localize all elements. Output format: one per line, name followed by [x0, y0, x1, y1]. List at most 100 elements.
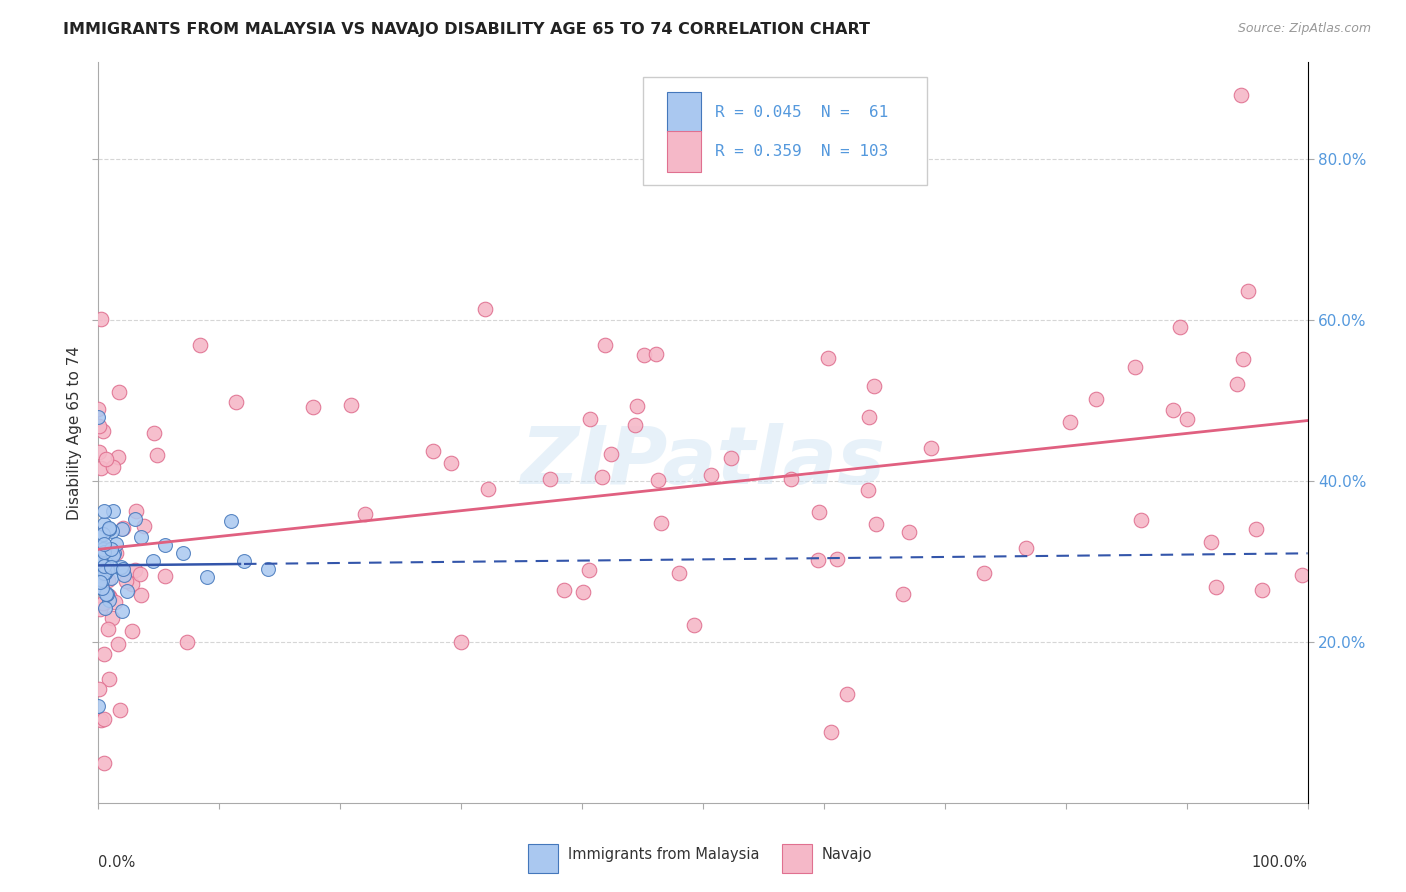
Point: [90, 460, 112, 475]
Point: [90, 550, 112, 565]
Point: [129, 588, 152, 602]
Point: [103, 546, 125, 560]
Point: [807, 504, 830, 518]
Point: [591, 469, 613, 483]
FancyBboxPatch shape: [643, 78, 927, 185]
Point: [820, 724, 842, 739]
Point: [94, 566, 117, 580]
Point: [973, 566, 995, 581]
Bar: [666, 131, 700, 171]
Point: [1130, 513, 1153, 527]
Point: [595, 338, 617, 352]
Point: [553, 583, 575, 598]
Point: [195, 570, 218, 584]
Point: [1123, 360, 1146, 375]
Point: [94, 556, 117, 570]
Bar: [666, 92, 700, 132]
Point: [188, 338, 211, 352]
Point: [477, 482, 499, 496]
Point: [103, 595, 125, 609]
Point: [172, 546, 194, 560]
Point: [87, 402, 110, 417]
Point: [89, 574, 111, 589]
Point: [94, 541, 117, 555]
Point: [650, 516, 672, 530]
Text: Immigrants from Malaysia: Immigrants from Malaysia: [568, 847, 759, 863]
Point: [129, 566, 152, 581]
Point: [96, 587, 118, 601]
Point: [93, 552, 115, 566]
Point: [121, 577, 143, 591]
Point: [93, 566, 115, 580]
Text: R = 0.045  N =  61: R = 0.045 N = 61: [716, 104, 889, 120]
Point: [865, 516, 887, 531]
Point: [897, 524, 920, 539]
Point: [125, 504, 148, 518]
Point: [93, 545, 115, 559]
Point: [112, 567, 135, 582]
Point: [837, 687, 859, 701]
Text: Navajo: Navajo: [821, 847, 872, 863]
Point: [132, 519, 155, 533]
Point: [422, 444, 444, 458]
Point: [110, 560, 132, 574]
Point: [87, 682, 110, 697]
Point: [538, 473, 561, 487]
Point: [891, 587, 914, 601]
Point: [450, 635, 472, 649]
Text: 100.0%: 100.0%: [1251, 855, 1308, 870]
Point: [98, 591, 121, 605]
Point: [96, 563, 118, 577]
Point: [101, 504, 124, 518]
Point: [1232, 351, 1254, 366]
Point: [97, 623, 120, 637]
Point: [624, 418, 647, 433]
Point: [354, 507, 377, 521]
Point: [856, 483, 879, 498]
Point: [645, 347, 668, 361]
Y-axis label: Disability Age 65 to 74: Disability Age 65 to 74: [66, 345, 82, 520]
Point: [232, 554, 254, 568]
Point: [91, 542, 114, 557]
Point: [153, 569, 176, 583]
Text: ZIPatlas: ZIPatlas: [520, 423, 886, 501]
Point: [93, 564, 115, 578]
Text: 0.0%: 0.0%: [98, 855, 135, 870]
Text: Source: ZipAtlas.com: Source: ZipAtlas.com: [1237, 22, 1371, 36]
Point: [1175, 412, 1198, 426]
Point: [105, 546, 128, 560]
Point: [142, 425, 165, 440]
Point: [440, 456, 463, 470]
Point: [1085, 392, 1108, 406]
Point: [93, 601, 115, 615]
Point: [93, 596, 115, 610]
Point: [1229, 87, 1251, 102]
Point: [91, 560, 114, 574]
Point: [93, 504, 115, 518]
Point: [98, 673, 121, 687]
Point: [111, 604, 134, 618]
Point: [94, 587, 117, 601]
Point: [90, 713, 112, 727]
Point: [225, 394, 247, 409]
Point: [89, 562, 111, 576]
Point: [89, 566, 111, 580]
Point: [633, 348, 655, 362]
Point: [111, 521, 134, 535]
Point: [256, 562, 278, 576]
Point: [90, 573, 112, 587]
Point: [89, 552, 111, 566]
Point: [90, 561, 112, 575]
Point: [600, 447, 623, 461]
Point: [97, 573, 120, 587]
Point: [579, 411, 602, 425]
Point: [1205, 580, 1227, 594]
Point: [302, 400, 325, 414]
Point: [100, 559, 122, 574]
Point: [117, 583, 139, 598]
Point: [91, 527, 114, 541]
Point: [93, 648, 115, 662]
Point: [91, 598, 114, 612]
Point: [98, 593, 121, 607]
Point: [87, 419, 110, 434]
